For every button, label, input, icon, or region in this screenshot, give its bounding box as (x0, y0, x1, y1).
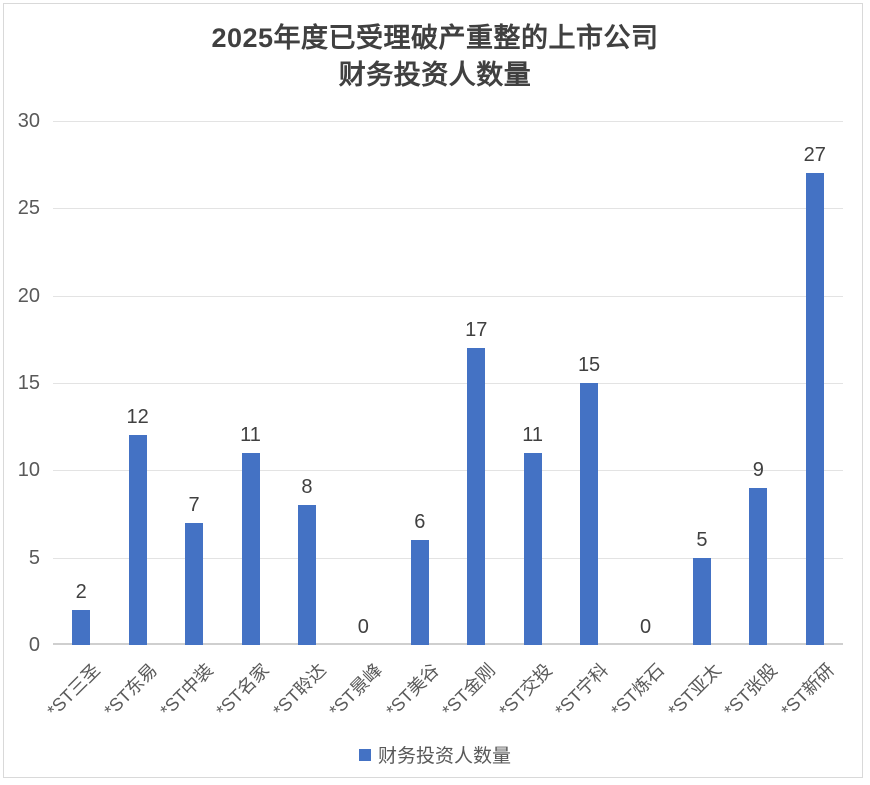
bar-*ST交投 (523, 452, 542, 645)
bar-*ST金刚 (467, 348, 486, 645)
bar-value-label: 8 (301, 476, 313, 499)
bar-*ST新研 (805, 173, 824, 645)
gridline (53, 383, 843, 384)
bar-value-label: 5 (696, 528, 708, 551)
bar-*ST三圣 (72, 610, 91, 645)
bar-*ST张股 (749, 487, 768, 645)
gridline (53, 208, 843, 210)
chart-title: 2025年度已受理破产重整的上市公司 财务投资人数量 (0, 20, 870, 94)
plot-area: 2 12 7 11 8 0 6 17 11 15 0 5 9 27 (53, 121, 843, 645)
gridline (53, 557, 843, 559)
bar-*ST宁科 (580, 383, 599, 645)
bar-value-label: 2 (75, 581, 87, 604)
legend-series-label: 财务投资人数量 (377, 746, 511, 767)
bar-*ST美谷 (410, 540, 429, 645)
y-axis-tick-label: 15 (17, 372, 40, 394)
bar-value-label: 12 (126, 406, 149, 429)
legend-swatch-icon (358, 748, 371, 761)
gridline (53, 295, 843, 297)
bar-value-label: 17 (465, 319, 488, 342)
y-axis-tick-label: 25 (17, 197, 40, 220)
chart-title-line2: 财务投资人数量 (338, 60, 532, 90)
bar-*ST亚太 (692, 557, 711, 645)
chart-frame (3, 3, 863, 778)
legend: 财务投资人数量 (0, 741, 870, 768)
x-axis: *ST三圣 *ST东易 *ST中装 *ST名家 *ST聆达 *ST景峰 *ST美谷 *ST金刚… (43, 659, 838, 721)
gridline (53, 121, 843, 122)
bar-value-label: 0 (639, 616, 652, 638)
y-axis-tick-label: 5 (28, 546, 40, 569)
bar-value-label: 11 (240, 423, 261, 446)
bar-value-label: 15 (577, 354, 601, 376)
y-axis-tick-label: 10 (17, 459, 40, 482)
bar-value-label: 6 (414, 511, 426, 534)
bar-value-label: 0 (357, 616, 369, 638)
bar-*ST名家 (241, 452, 260, 645)
bar-*ST聆达 (297, 505, 316, 645)
bar-value-label: 9 (752, 458, 764, 481)
bar-value-label: 27 (803, 144, 826, 167)
y-axis-tick-label: 20 (17, 284, 40, 307)
y-axis-tick-label: 30 (17, 110, 40, 132)
bar-value-label: 7 (188, 493, 200, 516)
chart-title-line1: 2025年度已受理破产重整的上市公司 (211, 23, 659, 53)
y-axis-tick-label: 0 (28, 634, 40, 656)
bar-value-label: 11 (522, 423, 544, 446)
y-axis: 0 5 10 15 20 25 30 (0, 110, 40, 656)
bar-*ST东易 (128, 435, 147, 645)
bar-*ST中装 (185, 522, 204, 645)
x-axis-line (53, 643, 843, 645)
gridline (53, 470, 843, 472)
